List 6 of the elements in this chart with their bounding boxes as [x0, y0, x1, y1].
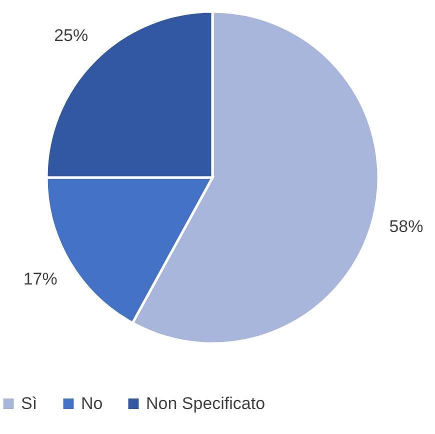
data-label: 25% [54, 26, 88, 46]
legend-label: Sì [21, 394, 38, 413]
data-label: 58% [389, 217, 424, 236]
legend-label: No [81, 394, 103, 413]
data-label: 17% [23, 269, 58, 288]
legend-label: Non Specificato [146, 394, 266, 413]
